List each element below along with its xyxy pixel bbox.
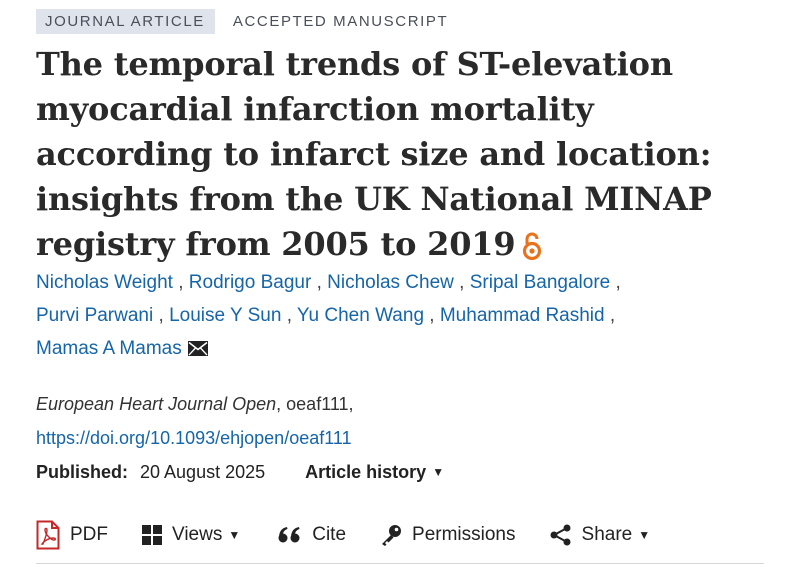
article-id: , oeaf111, [276,394,354,414]
publication-info: Published: 20 August 2025 Article histor… [36,460,444,484]
author-separator: , [286,305,292,326]
author-separator: , [615,272,621,293]
journal-name: European Heart Journal Open [36,394,277,414]
author-link[interactable]: Nicholas Weight [36,272,173,293]
envelope-icon[interactable] [187,334,208,367]
pdf-icon [36,520,60,550]
pdf-label: PDF [70,524,108,545]
author-link[interactable]: Louise Y Sun [169,305,282,326]
caret-down-icon: ▼ [638,528,651,542]
grid-icon [142,525,162,545]
article-toolbar: PDF Views ▼ Cite Permissions Share ▼ [36,520,650,550]
cite-button[interactable]: Cite [278,524,346,546]
author-separator: , [429,305,435,326]
author-separator: , [158,305,164,326]
author-link[interactable]: Yu Chen Wang [296,305,425,326]
views-dropdown[interactable]: Views ▼ [142,524,240,546]
manuscript-status-label: ACCEPTED MANUSCRIPT [232,13,449,30]
author-link[interactable]: Sripal Bangalore [469,272,611,293]
views-label: Views [172,524,223,545]
author-link[interactable]: Nicholas Chew [327,272,454,293]
article-badges: JOURNAL ARTICLE ACCEPTED MANUSCRIPT [36,9,448,34]
author-list: Nicholas Weight , Rodrigo Bagur , Nichol… [36,266,776,367]
caret-down-icon: ▼ [228,528,241,542]
published-date: 20 August 2025 [140,462,266,482]
share-icon [550,524,572,546]
article-type-badge: JOURNAL ARTICLE [36,9,215,34]
article-title-text: The temporal trends of ST-elevation myoc… [36,45,712,263]
share-dropdown[interactable]: Share ▼ [550,524,651,546]
author-link[interactable]: Mamas A Mamas [36,338,182,359]
share-label: Share [581,524,633,545]
journal-citation: European Heart Journal Open, oeaf111, [36,392,354,416]
author-link[interactable]: Purvi Parwani [36,305,154,326]
author-separator: , [178,272,184,293]
caret-down-icon: ▼ [432,465,445,479]
pdf-button[interactable]: PDF [36,520,108,550]
published-label: Published: [36,462,129,482]
permissions-button[interactable]: Permissions [380,524,516,546]
author-link[interactable]: Muhammad Rashid [439,305,605,326]
author-separator: , [609,305,616,326]
doi-link[interactable]: https://doi.org/10.1093/ehjopen/oeaf111 [36,428,352,448]
quote-icon [278,526,302,544]
key-icon [380,524,402,546]
author-link[interactable]: Rodrigo Bagur [188,272,312,293]
cite-label: Cite [312,524,347,545]
permissions-label: Permissions [412,524,516,545]
article-title: The temporal trends of ST-elevation myoc… [36,42,776,273]
article-history-toggle[interactable]: Article history ▼ [305,460,444,484]
author-separator: , [316,272,322,293]
author-separator: , [459,272,465,293]
toolbar-divider [36,563,764,564]
article-history-label: Article history [305,462,427,482]
open-access-icon [521,228,543,273]
